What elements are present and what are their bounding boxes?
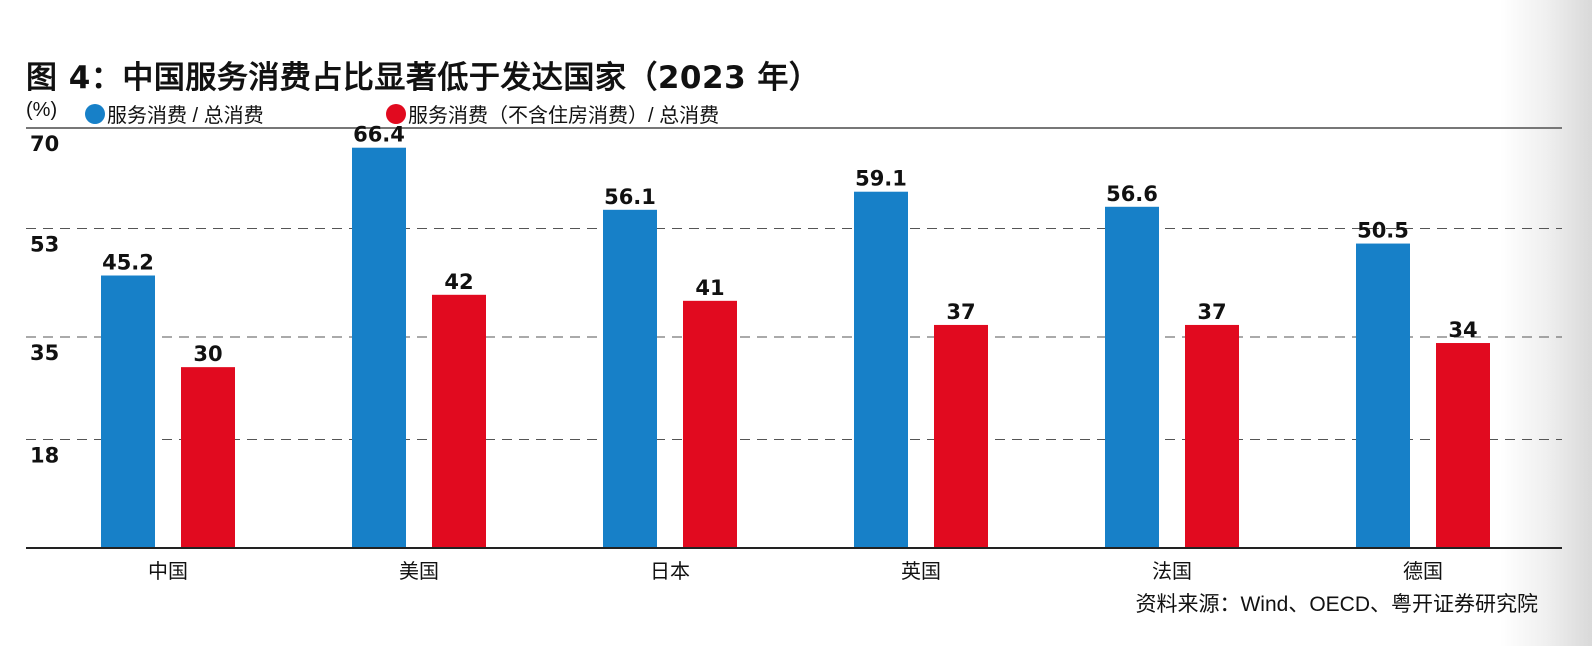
legend-label: 服务消费（不含住房消费）/ 总消费 xyxy=(408,105,720,127)
data-label: 56.1 xyxy=(604,185,656,209)
bar xyxy=(603,209,657,548)
x-tick-label: 德国 xyxy=(1403,559,1443,583)
legend-dot-red-icon xyxy=(386,103,406,124)
x-tick-label: 美国 xyxy=(399,559,439,583)
legend-item-services: 服务消费 / 总消费 xyxy=(85,99,264,128)
data-label: 66.4 xyxy=(353,123,405,147)
y-tick-label: 53 xyxy=(30,232,59,256)
bar xyxy=(934,324,988,548)
y-axis-unit: (%) xyxy=(26,99,58,121)
data-label: 50.5 xyxy=(1357,219,1409,243)
data-label: 37 xyxy=(946,300,975,324)
data-label: 45.2 xyxy=(102,251,154,275)
bar xyxy=(1185,324,1239,548)
data-label: 56.6 xyxy=(1106,182,1158,206)
data-label: 34 xyxy=(1448,318,1477,342)
x-tick-label: 法国 xyxy=(1152,559,1192,583)
y-tick-label: 18 xyxy=(30,443,59,467)
x-tick-label: 英国 xyxy=(901,559,941,583)
bar xyxy=(432,294,486,548)
bar xyxy=(1105,206,1159,549)
bar xyxy=(181,367,235,548)
data-label: 42 xyxy=(444,270,473,294)
bar xyxy=(1436,343,1490,548)
bar xyxy=(854,191,908,548)
x-tick-label: 日本 xyxy=(650,559,690,583)
source-note: 资料来源：Wind、OECD、粤开证券研究院 xyxy=(1135,593,1538,616)
data-label: 37 xyxy=(1197,300,1226,324)
bar xyxy=(101,275,155,548)
legend-dot-blue-icon xyxy=(85,103,105,124)
x-tick-label: 中国 xyxy=(148,559,188,583)
legend-label: 服务消费 / 总消费 xyxy=(107,105,264,127)
y-tick-label: 35 xyxy=(30,341,59,365)
data-label: 41 xyxy=(695,276,724,300)
legend-item-services-ex-housing: 服务消费（不含住房消费）/ 总消费 xyxy=(386,99,719,128)
chart-title: 图 4：中国服务消费占比显著低于发达国家（2023 年） xyxy=(26,60,821,96)
data-label: 30 xyxy=(193,342,222,366)
bar xyxy=(1356,243,1410,549)
data-label: 59.1 xyxy=(855,167,907,191)
y-tick-label: 70 xyxy=(30,132,59,156)
bar xyxy=(352,147,406,548)
bar xyxy=(683,300,737,548)
